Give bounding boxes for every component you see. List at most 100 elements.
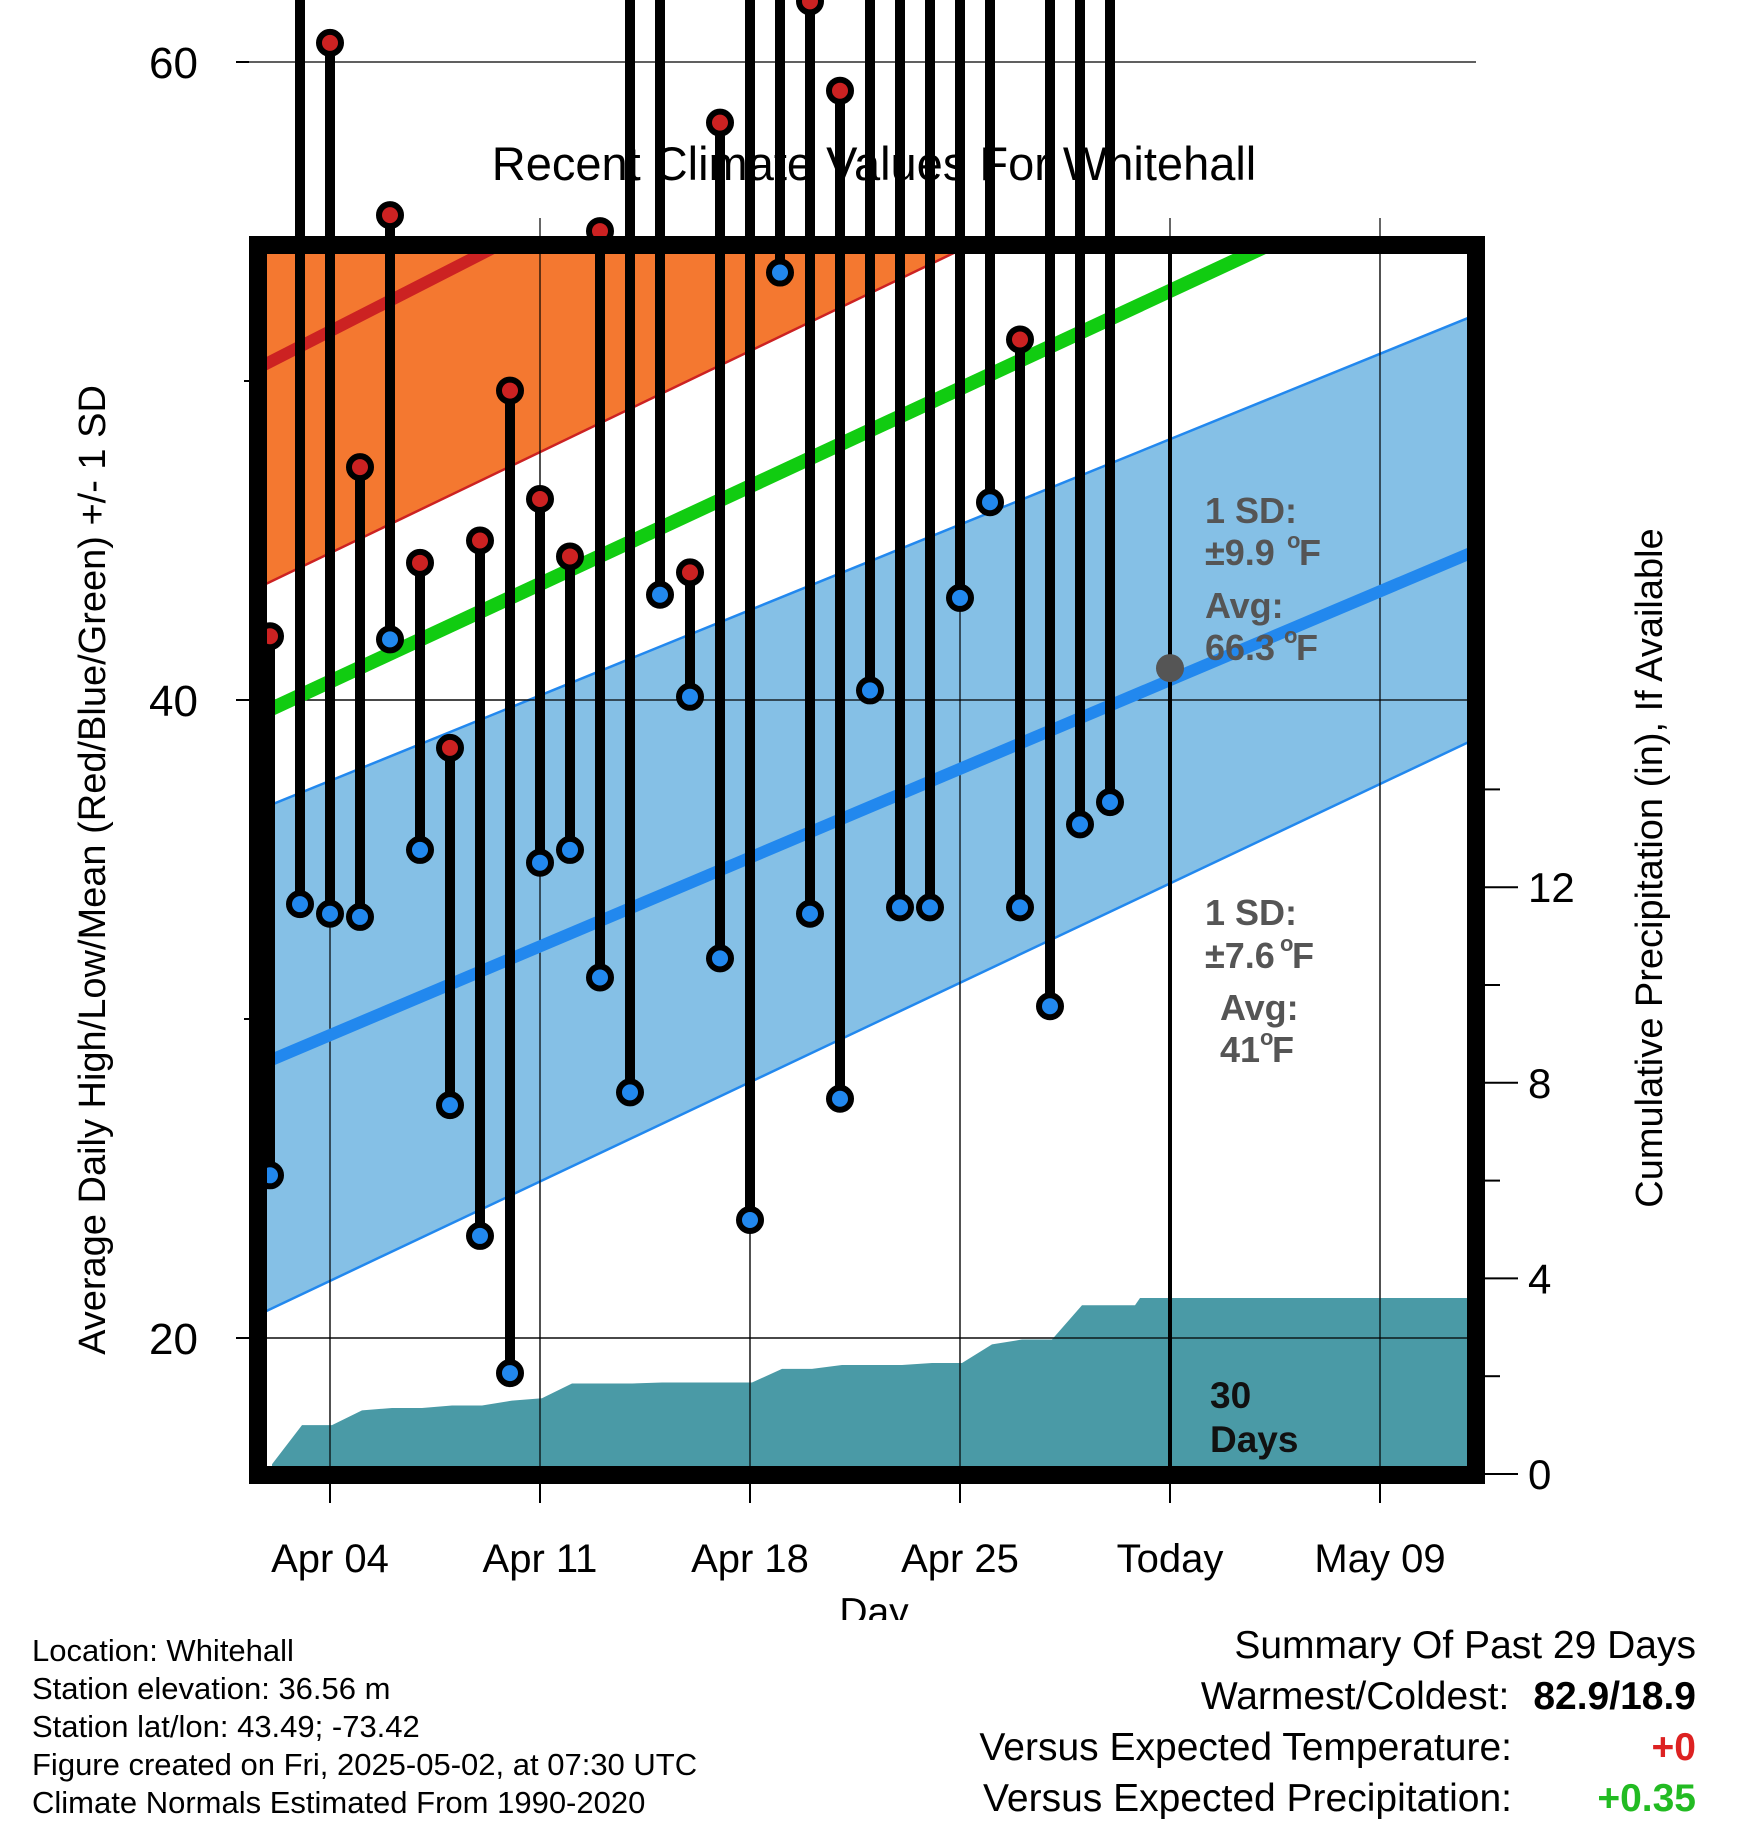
- high-avg-unit: F: [1296, 627, 1318, 668]
- high-sd-label: 1 SD:: [1205, 490, 1297, 531]
- low-point: [316, 899, 344, 928]
- temp-value: +0: [1651, 1726, 1696, 1769]
- low-sd-value: ±7.6: [1205, 935, 1275, 976]
- y-tick-label: 40: [149, 677, 198, 726]
- location-text: Location: Whitehall: [32, 1633, 294, 1668]
- low-avg-unit: F: [1272, 1029, 1294, 1070]
- station-info: Location: Whitehall Station elevation: 3…: [32, 1632, 697, 1822]
- high-point: [556, 542, 584, 571]
- high-sd-deg: o: [1287, 528, 1300, 553]
- y2-tick-label: 4: [1528, 1255, 1551, 1302]
- low-point: [736, 1205, 764, 1234]
- low-normal-line: [258, 545, 1476, 1072]
- temp-label: Versus Expected Temperature:: [979, 1726, 1512, 1769]
- plot-frame: [249, 236, 1485, 1484]
- precip-label: Versus Expected Precipitation:: [983, 1777, 1512, 1820]
- normals-text: Climate Normals Estimated From 1990-2020: [32, 1785, 646, 1820]
- y-axis-label: Average Daily High/Low/Mean (Red/Blue/Gr…: [72, 385, 114, 1355]
- high-avg-deg: o: [1284, 623, 1297, 648]
- high-avg-value: 66.3: [1205, 627, 1275, 668]
- low-point: [1066, 810, 1094, 839]
- low-sd-unit: F: [1292, 935, 1314, 976]
- summary-title: Summary Of Past 29 Days: [1234, 1624, 1696, 1667]
- x-tick-label: May 09: [1314, 1537, 1445, 1581]
- high-avg-label: Avg:: [1205, 585, 1284, 626]
- high-point: [1006, 325, 1034, 354]
- x-tick-label: Apr 18: [691, 1537, 809, 1581]
- low-point: [376, 625, 404, 654]
- y2-tick-label: 12: [1528, 864, 1575, 911]
- high-point: [316, 28, 344, 57]
- low-point: [796, 899, 824, 928]
- low-point: [286, 890, 314, 919]
- low-point: [526, 848, 554, 877]
- warm-cold-row: Warmest/Coldest: 82.9/18.9: [979, 1671, 1696, 1722]
- low-point: [616, 1078, 644, 1107]
- high-point: [526, 485, 554, 514]
- low-point: [496, 1359, 524, 1388]
- x-tick-label: Apr 11: [483, 1537, 598, 1581]
- precip-row: Versus Expected Precipitation: +0.35: [979, 1773, 1696, 1824]
- precip-value: +0.35: [1597, 1777, 1696, 1820]
- low-point: [1096, 788, 1124, 817]
- low-point: [466, 1221, 494, 1250]
- y2-tick-label: 8: [1528, 1060, 1551, 1107]
- low-point: [976, 488, 1004, 517]
- high-point: [376, 201, 404, 230]
- days-number: 30: [1210, 1375, 1251, 1416]
- created-text: Figure created on Fri, 2025-05-02, at 07…: [32, 1747, 698, 1782]
- x-tick-label: Apr 25: [901, 1537, 1019, 1581]
- x-tick-label: Apr 04: [271, 1537, 389, 1581]
- high-point: [826, 76, 854, 105]
- high-point: [796, 0, 824, 16]
- high-point: [346, 453, 374, 482]
- high-sd-value: ±9.9: [1205, 532, 1275, 573]
- plot-interior: [258, 245, 1476, 1475]
- summary-panel: Summary Of Past 29 Days Warmest/Coldest:…: [979, 1620, 1696, 1824]
- low-point: [946, 583, 974, 612]
- y2-axis-label: Cumulative Precipitation (in), If Availa…: [1629, 528, 1671, 1207]
- low-point: [436, 1091, 464, 1120]
- low-sd-deg: o: [1280, 931, 1293, 956]
- low-point: [646, 580, 674, 609]
- days-word: Days: [1210, 1419, 1298, 1460]
- x-axis-label: Day: [839, 1591, 909, 1620]
- low-point: [556, 835, 584, 864]
- high-point: [406, 548, 434, 577]
- high-point: [676, 558, 704, 587]
- low-point: [1006, 893, 1034, 922]
- low-avg-value: 41: [1220, 1029, 1260, 1070]
- elevation-text: Station elevation: 36.56 m: [32, 1671, 391, 1706]
- warm-cold-value: 82.9/18.9: [1533, 1675, 1696, 1718]
- low-point: [886, 893, 914, 922]
- high-point: [496, 376, 524, 405]
- low-point: [406, 835, 434, 864]
- climate-chart: Recent Climate Values For Whitehall Day …: [72, 0, 1671, 1620]
- low-avg-label: Avg:: [1220, 987, 1299, 1028]
- warm-cold-label: Warmest/Coldest:: [1200, 1675, 1510, 1718]
- low-point: [916, 893, 944, 922]
- high-point: [706, 108, 734, 137]
- low-point: [1036, 992, 1064, 1021]
- precipitation-area: [272, 1297, 1476, 1475]
- low-point: [766, 258, 794, 287]
- latlon-text: Station lat/lon: 43.49; -73.42: [32, 1709, 420, 1744]
- low-avg-marker: [1156, 654, 1184, 683]
- low-point: [706, 944, 734, 973]
- high-sd-band: [258, 245, 974, 590]
- low-point: [826, 1084, 854, 1113]
- y2-tick-label: 0: [1528, 1451, 1551, 1498]
- high-point: [436, 733, 464, 762]
- y-tick-label: 60: [149, 39, 198, 88]
- high-normal-line: [258, 245, 513, 374]
- high-point: [466, 526, 494, 555]
- low-point: [586, 963, 614, 992]
- low-point: [856, 676, 884, 705]
- low-point: [676, 682, 704, 711]
- y-tick-label: 20: [149, 1315, 198, 1364]
- low-sd-label: 1 SD:: [1205, 892, 1297, 933]
- low-avg-deg: o: [1260, 1025, 1273, 1050]
- high-sd-unit: F: [1299, 532, 1321, 573]
- low-point: [346, 902, 374, 931]
- x-tick-label: Today: [1117, 1537, 1224, 1581]
